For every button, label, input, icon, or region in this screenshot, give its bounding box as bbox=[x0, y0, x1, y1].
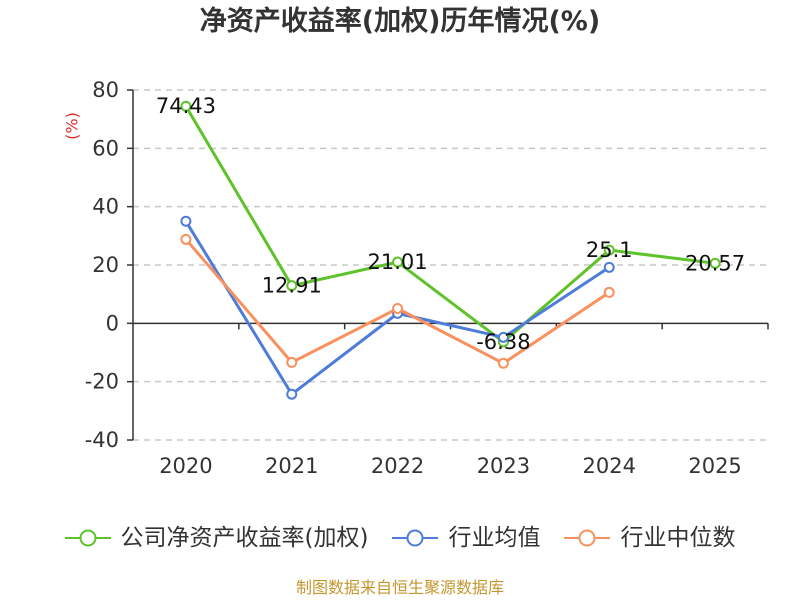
company-roe-data-label: 20.57 bbox=[685, 251, 745, 275]
company-roe-line bbox=[184, 104, 717, 344]
company-roe-point bbox=[603, 244, 615, 256]
y-axis: 80 60 40 20 0 -20 -40 (%) bbox=[63, 78, 134, 452]
y-tick-label: 20 bbox=[92, 253, 119, 277]
y-tick-label: -20 bbox=[85, 370, 119, 394]
industry-average-point bbox=[497, 331, 509, 343]
company-roe-point bbox=[180, 100, 192, 112]
company-roe-point bbox=[709, 257, 721, 269]
data-labels: 74.43 12.91 21.01 -6.38 25.1 20.57 bbox=[156, 94, 745, 354]
company-roe-point bbox=[392, 256, 404, 268]
company-roe-data-label: 21.01 bbox=[368, 250, 428, 274]
industry-average-point bbox=[180, 215, 192, 227]
y-tick-label: -40 bbox=[85, 428, 119, 452]
y-tick-label: 0 bbox=[106, 311, 119, 335]
company-roe-point bbox=[286, 280, 298, 292]
legend-label: 行业均值 bbox=[448, 525, 541, 551]
industry-median-point bbox=[497, 357, 509, 369]
industry-average-point bbox=[286, 388, 298, 400]
industry-median-point bbox=[603, 286, 615, 298]
y-tick-label: 80 bbox=[92, 78, 119, 102]
x-tick-label: 2022 bbox=[371, 454, 424, 478]
source-note: 制图数据来自恒生聚源数据库 bbox=[295, 578, 504, 597]
x-tick-label: 2023 bbox=[477, 454, 530, 478]
legend-label: 行业中位数 bbox=[620, 525, 736, 551]
x-tick-label: 2024 bbox=[583, 454, 636, 478]
industry-median-series bbox=[180, 233, 615, 369]
company-roe-data-label: 25.1 bbox=[586, 238, 633, 262]
company-roe-series bbox=[180, 100, 721, 348]
legend-item-industry-median[interactable]: 行业中位数 bbox=[564, 523, 735, 553]
legend-item-company-roe[interactable]: 公司净资产收益率(加权) bbox=[64, 523, 369, 553]
industry-median-point bbox=[180, 233, 192, 245]
company-roe-data-label: 12.91 bbox=[262, 274, 322, 298]
y-tick-label: 60 bbox=[92, 136, 119, 160]
y-tick-label: 40 bbox=[92, 195, 119, 219]
x-tick-label: 2021 bbox=[265, 454, 318, 478]
legend-item-industry-average[interactable]: 行业均值 bbox=[392, 523, 540, 553]
legend-line-marker-icon bbox=[64, 529, 111, 547]
gridlines bbox=[133, 89, 768, 441]
legend: 公司净资产收益率(加权) 行业均值 行业中位数 bbox=[0, 522, 800, 554]
chart-title: 净资产收益率(加权)历年情况(%) bbox=[199, 6, 601, 37]
y-axis-label: (%) bbox=[63, 112, 82, 140]
legend-line-marker-icon bbox=[564, 529, 611, 547]
company-roe-data-label: 74.43 bbox=[156, 94, 216, 118]
industry-median-point bbox=[286, 356, 298, 368]
x-tick-label: 2025 bbox=[688, 454, 741, 478]
legend-label: 公司净资产收益率(加权) bbox=[120, 525, 369, 551]
company-roe-data-label: -6.38 bbox=[476, 330, 530, 354]
x-tick-label: 2020 bbox=[159, 454, 212, 478]
industry-median-point bbox=[392, 302, 404, 314]
industry-average-point bbox=[603, 261, 615, 273]
legend-line-marker-icon bbox=[392, 529, 439, 547]
x-axis: 2020 2021 2022 2023 2024 2025 bbox=[133, 322, 769, 478]
